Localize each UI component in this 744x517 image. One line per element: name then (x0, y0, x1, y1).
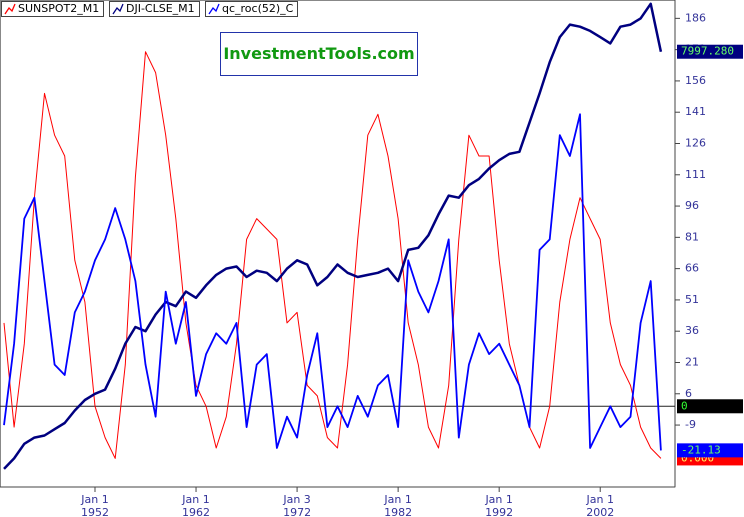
legend-item: qc_roc(52)_C (205, 1, 299, 17)
x-tick-label: Jan 1 1952 (80, 493, 109, 517)
value-tag-box (677, 399, 743, 414)
y-tick-label: 81 (685, 230, 699, 243)
y-tick-label: 66 (685, 262, 699, 275)
y-tick-label: 51 (685, 293, 699, 306)
series-line (3, 51, 662, 459)
series-line (3, 2, 663, 470)
y-tick-label: 6 (685, 387, 692, 400)
legend-label: qc_roc(52)_C (222, 2, 294, 15)
value-tag-label: 0 (681, 399, 688, 412)
x-tick-label: Jan 1 2002 (586, 493, 615, 517)
x-tick-label: Jan 3 1972 (283, 493, 312, 517)
y-tick-label: 36 (685, 324, 699, 337)
x-tick-label: Jan 1 1992 (485, 493, 514, 517)
legend-label: DJI-CLSE_M1 (126, 2, 195, 15)
legend-swatch-line (208, 3, 220, 15)
legend-swatch-line (112, 3, 124, 15)
y-tick-label: 96 (685, 199, 699, 212)
y-tick-label: 156 (685, 74, 706, 87)
chart-title: InvestmentTools.com (220, 32, 418, 76)
series-line (3, 113, 662, 451)
value-tag-box (677, 44, 743, 59)
x-tick-label: Jan 1 1962 (182, 493, 211, 517)
legend-swatch (4, 3, 16, 15)
y-tick-label: -9 (685, 418, 696, 431)
legend-item: SUNSPOT2_M1 (1, 1, 105, 17)
y-tick-label: 111 (685, 168, 706, 181)
legend-swatch-line (4, 3, 16, 15)
legend-swatch (112, 3, 124, 15)
value-tag-box (677, 443, 743, 458)
legend-label: SUNSPOT2_M1 (18, 2, 100, 15)
value-tag: -21.13 (677, 443, 743, 458)
y-tick-label: 186 (685, 11, 706, 24)
value-tag-label: 7997.280 (681, 45, 734, 58)
y-tick-label: 21 (685, 355, 699, 368)
legend-item: DJI-CLSE_M1 (109, 1, 200, 17)
legend-swatch (208, 3, 220, 15)
y-tick-label: 126 (685, 136, 706, 149)
x-tick-label: Jan 1 1982 (384, 493, 413, 517)
value-tag: 0 (677, 399, 743, 414)
value-tag: 7997.280 (677, 44, 743, 59)
value-tag-label: -21.13 (681, 443, 721, 456)
y-tick-label: 141 (685, 105, 706, 118)
